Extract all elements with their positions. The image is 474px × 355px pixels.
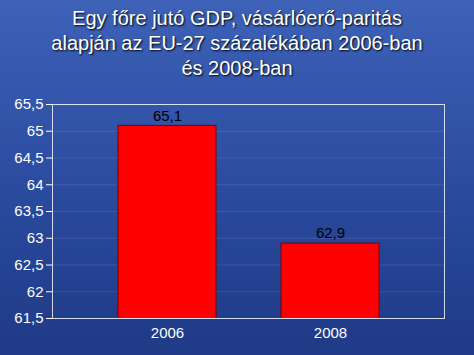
svg-text:64: 64 xyxy=(27,176,44,193)
html-text:Egy főre jutó GDP, vásárlóerő-: Egy főre jutó GDP, vásárlóerő-paritás al… xyxy=(51,7,423,79)
svg-text:61,5: 61,5 xyxy=(14,309,43,326)
svg-text:63: 63 xyxy=(27,229,44,246)
svg-text:64,5: 64,5 xyxy=(14,149,43,166)
svg-text:2008: 2008 xyxy=(314,324,347,341)
svg-text:63,5: 63,5 xyxy=(14,202,43,219)
svg-text:62: 62 xyxy=(27,283,44,300)
svg-text:2006: 2006 xyxy=(151,324,184,341)
svg-text:62,5: 62,5 xyxy=(14,256,43,273)
svg-text:65: 65 xyxy=(27,122,44,139)
svg-text:65,1: 65,1 xyxy=(153,107,182,124)
svg-text:62,9: 62,9 xyxy=(316,224,345,241)
svg-text:65,5: 65,5 xyxy=(14,95,43,112)
